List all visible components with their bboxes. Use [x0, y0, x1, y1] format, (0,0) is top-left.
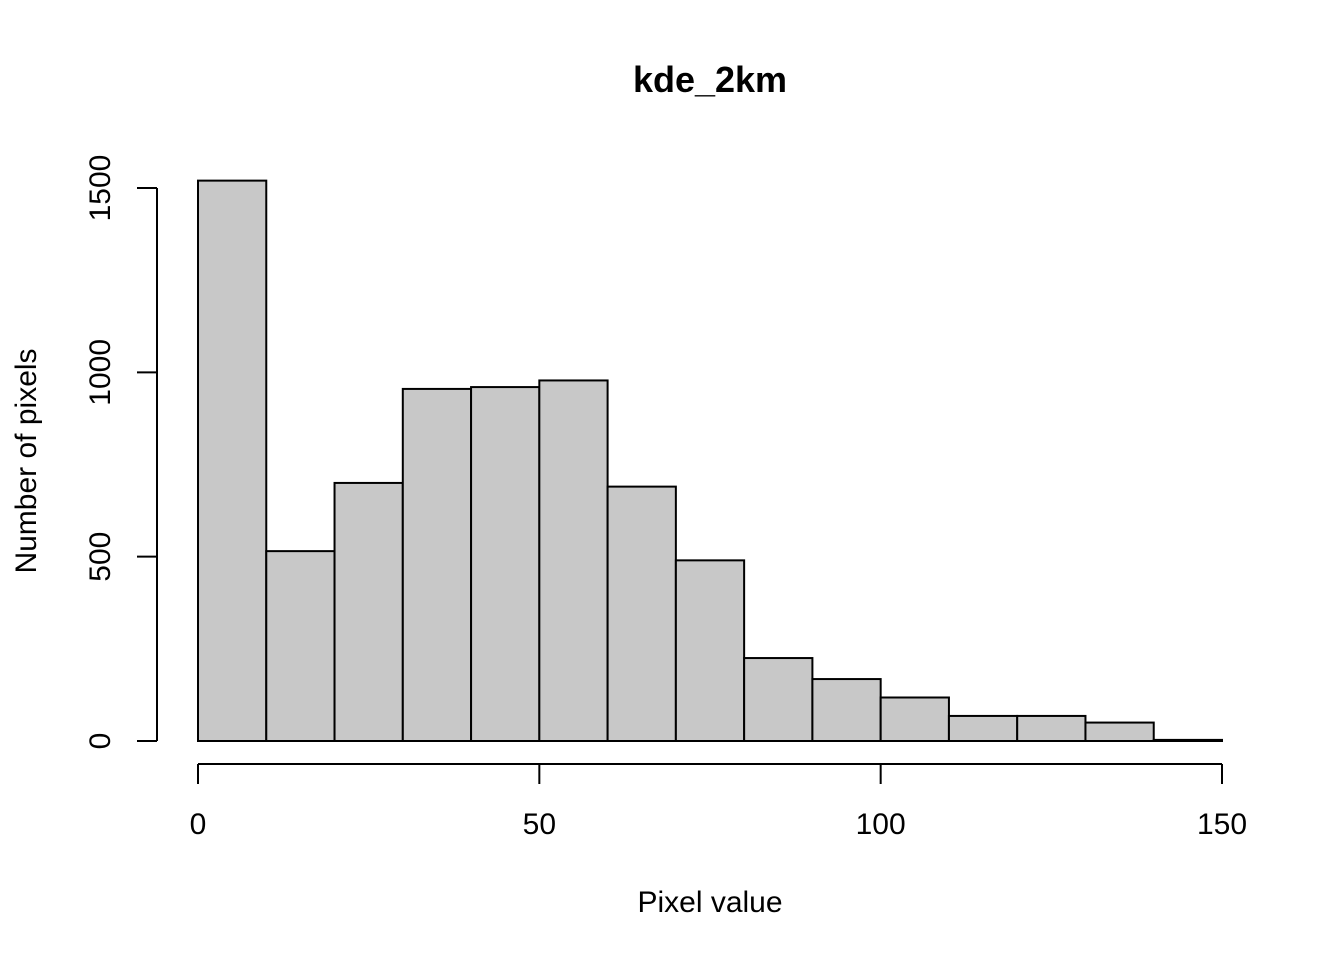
y-tick-label-1: 500: [84, 532, 117, 582]
bars-group: [197, 179, 1223, 743]
histogram-bar-14: [1152, 738, 1223, 742]
y-tick-label-0: 0: [84, 733, 117, 750]
y-axis: 0 500 1000 1500: [84, 155, 158, 750]
histogram-bar-10: [879, 696, 950, 742]
histogram-bar-12: [1016, 714, 1087, 742]
histogram-bar-0: [197, 179, 268, 743]
histogram-bar-4: [470, 386, 541, 742]
histogram-bar-11: [947, 714, 1019, 742]
histogram-bar-8: [743, 657, 814, 742]
y-axis-label: Number of pixels: [10, 348, 43, 573]
x-tick-label-3: 150: [1197, 808, 1247, 841]
histogram-bar-2: [333, 481, 404, 742]
histogram-bar-7: [674, 559, 746, 742]
x-axis-label: Pixel value: [637, 886, 782, 919]
y-tick-label-2: 1000: [84, 339, 117, 406]
x-tick-label-2: 100: [856, 808, 906, 841]
histogram-bar-1: [265, 550, 336, 742]
y-tick-label-3: 1500: [84, 155, 117, 222]
histogram-bar-6: [606, 485, 677, 742]
x-tick-label-0: 0: [190, 808, 207, 841]
histogram-bar-3: [401, 387, 473, 742]
histogram-bar-5: [538, 379, 609, 742]
histogram-bar-13: [1084, 721, 1155, 742]
chart-title: kde_2km: [633, 59, 787, 100]
x-axis: 0 50 100 150: [190, 763, 1247, 841]
histogram-bar-9: [811, 678, 882, 743]
x-tick-label-1: 50: [523, 808, 556, 841]
